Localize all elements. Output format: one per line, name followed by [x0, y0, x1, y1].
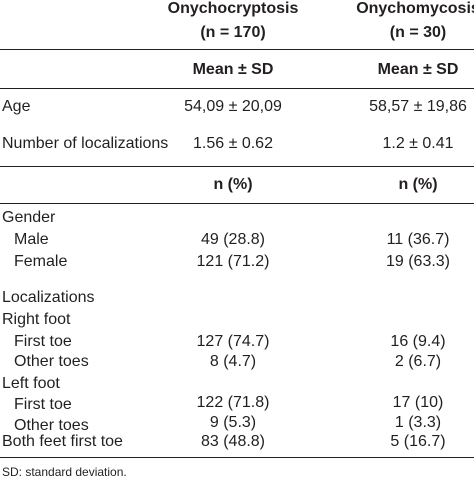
cell-male-col2: 11 (36.7): [386, 231, 450, 248]
cell-nloc-col1: 1.56 ± 0.62: [193, 135, 273, 152]
cell-lf-other-toes-col1: 9 (5.3): [209, 414, 257, 431]
header-rule: [0, 49, 474, 50]
cell-lf-other-toes-col2: 1 (3.3): [394, 414, 442, 431]
col2-stat-header: Mean ± SD: [377, 61, 459, 78]
col-onychocryptosis-n: (n = 170): [200, 24, 266, 41]
row-label-localizations: Localizations: [2, 289, 95, 306]
col2-pct-header: n (%): [398, 176, 438, 193]
row-label-both-feet-first-toe: Both feet first toe: [2, 433, 123, 450]
row-label-age: Age: [2, 98, 31, 115]
cell-lf-first-toe-col1: 122 (71.8): [196, 394, 270, 411]
cell-rf-first-toe-col2: 16 (9.4): [390, 333, 446, 350]
cell-nloc-col2: 1.2 ± 0.41: [382, 135, 454, 152]
cell-rf-other-toes-col1: 8 (4.7): [209, 353, 257, 370]
row-label-rf-other-toes: Other toes: [14, 353, 89, 370]
cell-female-col1: 121 (71.2): [196, 253, 270, 270]
cell-rf-first-toe-col1: 127 (74.7): [196, 333, 270, 350]
row-label-rf-first-toe: First toe: [14, 333, 72, 350]
row-label-female: Female: [14, 253, 68, 270]
stat-header-rule: [0, 88, 474, 89]
cell-female-col2: 19 (63.3): [385, 253, 451, 270]
cell-age-col2: 58,57 ± 19,86: [369, 98, 467, 115]
cell-both-feet-col1: 83 (48.8): [200, 433, 266, 450]
row-label-right-foot: Right foot: [2, 311, 71, 328]
section-rule: [0, 166, 474, 167]
cell-age-col1: 54,09 ± 20,09: [184, 98, 282, 115]
row-label-gender: Gender: [2, 209, 56, 226]
cell-both-feet-col2: 5 (16.7): [390, 433, 446, 450]
pct-header-rule: [0, 203, 474, 204]
col-onychomycosis-n: (n = 30): [389, 24, 447, 41]
col-onychocryptosis-title: Onychocryptosis: [167, 0, 299, 17]
row-label-lf-first-toe: First toe: [14, 396, 72, 413]
row-label-number-of-localizations: Number of localizations: [2, 135, 169, 152]
col1-stat-header: Mean ± SD: [192, 61, 274, 78]
col-onychomycosis-title: Onychomycosis: [356, 0, 474, 17]
row-label-lf-other-toes: Other toes: [14, 417, 89, 434]
row-label-male: Male: [14, 231, 49, 248]
cell-rf-other-toes-col2: 2 (6.7): [394, 353, 442, 370]
col1-pct-header: n (%): [213, 176, 253, 193]
row-label-left-foot: Left foot: [2, 375, 60, 392]
cell-male-col1: 49 (28.8): [200, 231, 266, 248]
footnote: SD: standard deviation.: [2, 465, 127, 479]
table-bottom-rule: [0, 457, 474, 458]
cell-lf-first-toe-col2: 17 (10): [392, 394, 444, 411]
